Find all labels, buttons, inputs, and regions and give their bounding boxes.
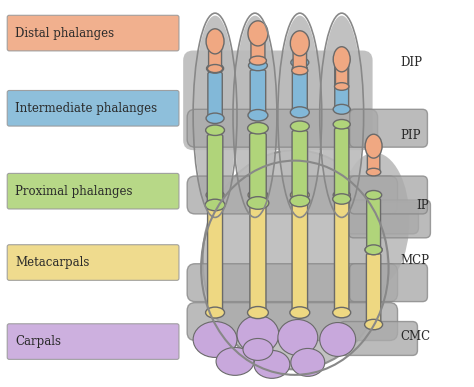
Ellipse shape [248, 21, 268, 46]
FancyBboxPatch shape [293, 46, 307, 72]
FancyBboxPatch shape [350, 176, 428, 214]
FancyBboxPatch shape [335, 199, 349, 315]
Ellipse shape [206, 190, 224, 200]
Ellipse shape [234, 15, 276, 215]
Text: Metacarpals: Metacarpals [15, 256, 90, 269]
Ellipse shape [340, 152, 410, 287]
FancyBboxPatch shape [350, 109, 428, 147]
FancyBboxPatch shape [335, 128, 349, 201]
Ellipse shape [248, 110, 268, 121]
Text: IP: IP [417, 199, 429, 212]
Ellipse shape [366, 168, 381, 176]
Ellipse shape [290, 195, 310, 207]
Ellipse shape [333, 194, 351, 204]
Ellipse shape [243, 339, 273, 360]
Ellipse shape [291, 190, 309, 200]
FancyBboxPatch shape [7, 173, 179, 209]
Text: Distal phalanges: Distal phalanges [15, 27, 114, 39]
Ellipse shape [206, 307, 225, 318]
FancyBboxPatch shape [349, 200, 430, 238]
FancyBboxPatch shape [187, 303, 398, 341]
FancyBboxPatch shape [208, 72, 222, 120]
Ellipse shape [278, 320, 318, 355]
Ellipse shape [248, 190, 268, 200]
Ellipse shape [335, 83, 349, 90]
Ellipse shape [333, 47, 350, 72]
Ellipse shape [193, 322, 237, 358]
Ellipse shape [365, 245, 382, 255]
Ellipse shape [247, 307, 268, 319]
FancyBboxPatch shape [335, 63, 348, 111]
Ellipse shape [208, 65, 223, 73]
Ellipse shape [249, 56, 266, 65]
FancyBboxPatch shape [208, 199, 222, 315]
FancyBboxPatch shape [209, 44, 221, 70]
FancyBboxPatch shape [340, 322, 418, 355]
Ellipse shape [216, 348, 254, 375]
Ellipse shape [279, 15, 321, 215]
FancyBboxPatch shape [250, 70, 266, 117]
Ellipse shape [206, 125, 225, 135]
FancyBboxPatch shape [187, 109, 378, 147]
Ellipse shape [247, 123, 268, 134]
FancyBboxPatch shape [350, 264, 428, 301]
Text: Intermediate phalanges: Intermediate phalanges [15, 102, 157, 115]
Ellipse shape [334, 55, 350, 64]
Ellipse shape [202, 150, 387, 369]
FancyBboxPatch shape [367, 199, 381, 252]
Ellipse shape [207, 64, 224, 73]
Ellipse shape [237, 315, 279, 353]
Text: Carpals: Carpals [15, 335, 61, 348]
FancyBboxPatch shape [336, 62, 348, 89]
Ellipse shape [290, 307, 310, 319]
Ellipse shape [194, 15, 236, 215]
FancyBboxPatch shape [7, 324, 179, 360]
Ellipse shape [291, 58, 309, 67]
FancyBboxPatch shape [292, 67, 307, 114]
FancyBboxPatch shape [183, 51, 373, 150]
Ellipse shape [206, 29, 224, 54]
Ellipse shape [291, 31, 310, 56]
FancyBboxPatch shape [292, 130, 308, 203]
Ellipse shape [247, 197, 269, 209]
Ellipse shape [365, 190, 382, 199]
Ellipse shape [333, 307, 351, 318]
FancyBboxPatch shape [7, 245, 179, 280]
Ellipse shape [333, 120, 350, 129]
FancyBboxPatch shape [7, 91, 179, 126]
Text: PIP: PIP [400, 129, 420, 142]
FancyBboxPatch shape [207, 135, 223, 207]
FancyBboxPatch shape [251, 36, 265, 63]
Ellipse shape [291, 121, 309, 132]
Ellipse shape [365, 245, 382, 255]
Ellipse shape [365, 134, 382, 158]
Ellipse shape [292, 66, 308, 75]
FancyBboxPatch shape [250, 200, 266, 315]
FancyBboxPatch shape [187, 264, 398, 301]
Ellipse shape [321, 15, 363, 215]
Text: Proximal phalanges: Proximal phalanges [15, 185, 133, 198]
Ellipse shape [248, 60, 267, 71]
FancyBboxPatch shape [250, 133, 266, 205]
Text: CMC: CMC [400, 330, 430, 342]
FancyBboxPatch shape [7, 15, 179, 51]
Ellipse shape [254, 351, 290, 378]
Ellipse shape [206, 113, 224, 123]
FancyBboxPatch shape [292, 199, 308, 315]
Ellipse shape [333, 104, 350, 114]
Ellipse shape [205, 199, 225, 211]
Ellipse shape [365, 319, 383, 330]
Text: MCP: MCP [400, 255, 429, 267]
Ellipse shape [291, 348, 325, 376]
FancyBboxPatch shape [367, 148, 380, 174]
FancyBboxPatch shape [342, 202, 419, 234]
FancyBboxPatch shape [366, 253, 381, 327]
Ellipse shape [291, 107, 310, 118]
Text: DIP: DIP [400, 56, 422, 69]
Ellipse shape [333, 190, 350, 200]
FancyBboxPatch shape [187, 176, 398, 214]
Ellipse shape [320, 322, 356, 356]
